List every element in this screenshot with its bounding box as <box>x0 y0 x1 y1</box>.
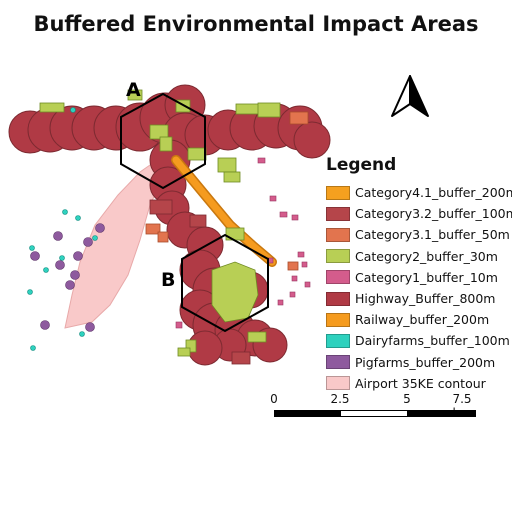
dairyfarms-buffer <box>27 107 98 351</box>
label-a: A <box>126 79 141 101</box>
legend-swatch <box>326 270 350 285</box>
legend-swatch <box>326 249 350 264</box>
legend-label: Category3.1_buffer_50m <box>355 227 510 243</box>
pigfarms-buffer <box>30 223 105 332</box>
legend-label: Category1_buffer_10m <box>355 269 498 285</box>
legend-swatch <box>326 312 350 327</box>
category2-buffer <box>39 89 281 357</box>
category1-buffer <box>175 157 311 329</box>
category3-2-buffer <box>149 199 251 365</box>
scale-tick-0: 0 <box>270 392 278 406</box>
legend-label: Highway_Buffer_800m <box>355 291 496 307</box>
legend-label: Airport 35KE contour <box>355 375 486 391</box>
legend-item: Category4.1_buffer_200m <box>326 182 512 203</box>
airport-contour <box>64 164 163 329</box>
highway-buffer <box>8 84 331 366</box>
legend-label: Category4.1_buffer_200m <box>355 185 512 201</box>
scale-segment-3 <box>407 410 476 417</box>
scale-bar: 0 2.5 5 7.5 km <box>270 392 480 424</box>
legend-title: Legend <box>326 155 397 175</box>
legend-swatch <box>326 333 350 348</box>
legend-item: Highway_Buffer_800m <box>326 288 512 309</box>
legend-swatch <box>326 355 350 370</box>
legend-item: Category3.2_buffer_100m <box>326 203 512 224</box>
legend-item: Category2_buffer_30m <box>326 246 512 267</box>
north-arrow-icon <box>391 75 429 117</box>
legend-label: Category2_buffer_30m <box>355 248 498 264</box>
map-title: Buffered Environmental Impact Areas <box>33 12 479 36</box>
legend-swatch <box>326 227 350 242</box>
scale-segment-2 <box>340 410 408 417</box>
legend-item: Pigfarms_buffer_200m <box>326 352 512 373</box>
legend-item: Airport 35KE contour <box>326 373 512 394</box>
legend-item: Category3.1_buffer_50m <box>326 224 512 245</box>
legend-label: Pigfarms_buffer_200m <box>355 354 496 370</box>
hexagon-b <box>181 233 269 333</box>
legend-item: Category1_buffer_10m <box>326 267 512 288</box>
legend-item: Dairyfarms_buffer_100m <box>326 330 512 351</box>
legend-label: Dairyfarms_buffer_100m <box>355 333 510 349</box>
legend-item: Railway_buffer_200m <box>326 309 512 330</box>
legend-swatch <box>326 206 350 221</box>
legend-swatch <box>326 185 350 200</box>
category3-1-buffer <box>145 111 309 271</box>
label-b: B <box>161 269 175 291</box>
legend-swatch <box>326 291 350 306</box>
legend-items: Category4.1_buffer_200m Category3.2_buffe… <box>326 182 512 394</box>
scale-tick-1: 2.5 <box>330 392 350 406</box>
legend-label: Category3.2_buffer_100m <box>355 206 512 222</box>
scale-segment-1 <box>274 410 341 417</box>
legend-label: Railway_buffer_200m <box>355 312 490 328</box>
scale-tick-2: 5 <box>403 392 411 406</box>
hexagon-a <box>120 92 206 190</box>
legend: Legend Category4.1_buffer_200m Category3.… <box>326 155 512 394</box>
legend-swatch <box>326 376 350 391</box>
